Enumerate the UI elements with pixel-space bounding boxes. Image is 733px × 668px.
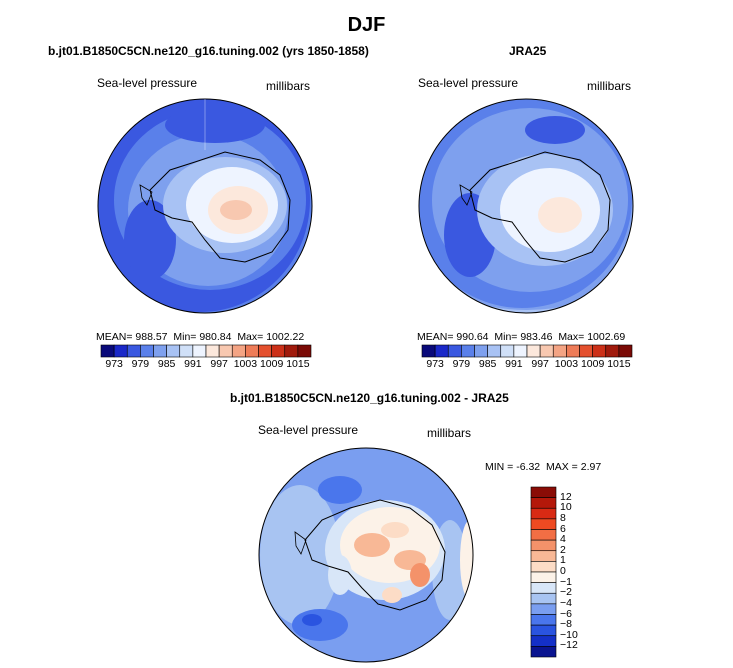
colorbar-swatch xyxy=(530,529,557,541)
colorbar-tick-label: 12 xyxy=(560,490,572,503)
colorbar-swatch xyxy=(297,344,312,358)
colorbar-swatch xyxy=(530,646,557,658)
panel-diff-min-value: -6.32 xyxy=(516,461,541,473)
colorbar-tick-label: 985 xyxy=(157,358,176,370)
colorbar-swatch xyxy=(530,486,557,498)
panel-obs-min-label: Min= xyxy=(494,331,518,343)
panel-model-min-value: 980.84 xyxy=(199,331,232,343)
panel-obs-max-value: 1002.69 xyxy=(587,331,626,343)
colorbar-tick-label: 997 xyxy=(210,358,228,370)
colorbar-swatch xyxy=(530,518,557,530)
panel-diff-max-value: 2.97 xyxy=(580,461,602,473)
colorbar-tick-label: −12 xyxy=(560,639,578,652)
panel-model-units: millibars xyxy=(266,79,311,93)
colorbar-tick-label: 1009 xyxy=(259,358,284,370)
colorbar-swatch xyxy=(530,507,557,520)
panel-obs-variable: Sea-level pressure xyxy=(418,76,519,90)
panel-diff-units: millibars xyxy=(427,426,472,440)
colorbar-tick-label: 1015 xyxy=(286,358,310,370)
panel-diff-min-label: MIN = xyxy=(485,461,514,473)
colorbar-tick-label: 973 xyxy=(105,358,123,370)
panel-model-max-label: Max= xyxy=(237,331,264,343)
colorbar-tick-label: 1 xyxy=(560,554,566,567)
colorbar-tick-label: −2 xyxy=(560,586,572,599)
colorbar-tick-label: 973 xyxy=(426,358,444,370)
panel-model-variable: Sea-level pressure xyxy=(97,76,198,90)
colorbar-tick-label: −8 xyxy=(560,618,572,631)
colorbar-tick-label: 2 xyxy=(560,543,566,556)
colorbar-tick-label: 979 xyxy=(131,358,150,370)
colorbar-swatch xyxy=(618,344,633,358)
colorbar-swatch xyxy=(530,571,557,583)
colorbar-tick-label: 6 xyxy=(560,522,566,535)
colorbar-tick-label: −1 xyxy=(560,575,572,588)
colorbar-tick-label: 1003 xyxy=(554,358,579,370)
panel-model-mean-label: MEAN= xyxy=(96,331,133,343)
page-title: DJF xyxy=(347,14,386,36)
panel-obs-max-label: Max= xyxy=(558,331,585,343)
colorbar-tick-label: 979 xyxy=(452,358,471,370)
panel-obs-title: JRA25 xyxy=(509,44,547,58)
colorbar-tick-label: 10 xyxy=(560,501,572,514)
panel-obs-min-value: 983.46 xyxy=(520,331,553,343)
panel-diff-title: b.jt01.B1850C5CN.ne120_g16.tuning.002 - … xyxy=(230,391,509,405)
colorbar-swatch xyxy=(530,539,557,552)
colorbar-tick-label: 985 xyxy=(478,358,497,370)
colorbar-swatch xyxy=(530,592,557,605)
colorbar-tick-label: 8 xyxy=(560,511,566,524)
colorbar-tick-label: 991 xyxy=(184,358,202,370)
panel-diff-variable: Sea-level pressure xyxy=(258,423,359,437)
panel-model-title: b.jt01.B1850C5CN.ne120_g16.tuning.002 (y… xyxy=(48,44,369,58)
colorbar-tick-label: 1015 xyxy=(607,358,631,370)
colorbar-tick-label: 4 xyxy=(560,533,566,546)
panel-model-min-label: Min= xyxy=(173,331,197,343)
colorbar-swatch xyxy=(530,497,557,509)
colorbar-tick-label: 997 xyxy=(531,358,549,370)
colorbar-swatch xyxy=(530,582,557,594)
colorbar-tick-label: −4 xyxy=(560,596,572,609)
colorbar-tick-label: −6 xyxy=(560,607,572,620)
colorbar-tick-label: 1009 xyxy=(580,358,605,370)
panel-model-max-value: 1002.22 xyxy=(266,331,305,343)
panel-model-mean-value: 988.57 xyxy=(135,331,168,343)
colorbar-swatch xyxy=(530,614,557,626)
colorbar-swatch xyxy=(530,561,557,573)
panel-obs-units: millibars xyxy=(587,79,632,93)
panel-diff-max-label: MAX = xyxy=(546,461,578,473)
colorbar-tick-label: −10 xyxy=(560,628,578,641)
colorbar-swatch xyxy=(530,635,557,647)
colorbar-swatch xyxy=(530,603,557,615)
colorbar-tick-label: 0 xyxy=(560,565,566,577)
colorbar-swatch xyxy=(530,624,557,637)
colorbar-swatch xyxy=(530,550,557,562)
colorbar-tick-label: 991 xyxy=(505,358,523,370)
panel-obs-mean-label: MEAN= xyxy=(417,331,454,343)
panel-obs-mean-value: 990.64 xyxy=(456,331,489,343)
colorbar-tick-label: 1003 xyxy=(233,358,258,370)
